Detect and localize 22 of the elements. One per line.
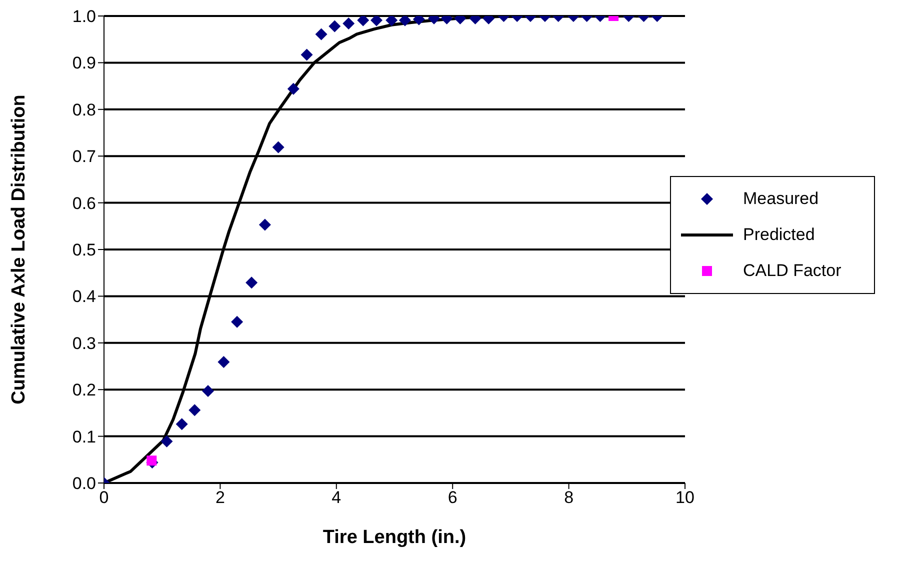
legend-label: CALD Factor [743,261,842,281]
y-tick-label: 0.7 [72,147,96,166]
y-tick-label: 0.2 [72,380,96,400]
legend-label: Measured [743,189,819,209]
y-tick-label: 0.4 [72,287,96,306]
x-tick-label: 10 [676,488,694,508]
y-tick-label: 0.0 [72,474,96,494]
y-axis-title: Cumulative Axle Load Distribution [8,94,30,404]
y-tick-label: 0.6 [72,194,96,213]
x-tick-label: 8 [564,488,574,508]
x-tick-label: 2 [215,488,225,508]
y-tick-label: 1.0 [72,7,96,26]
y-tick-label: 0.1 [72,427,96,446]
x-tick-label: 4 [332,488,342,508]
x-tick-label: 0 [99,488,109,508]
legend-label: Predicted [743,225,815,245]
y-tick-label: 0.9 [72,54,96,73]
y-tick-label: 0.3 [72,334,96,353]
y-tick-label: 0.8 [72,100,96,120]
x-tick-label: 6 [448,488,458,508]
x-axis-title: Tire Length (in.) [322,527,466,548]
y-tick-label: 0.5 [72,240,96,260]
